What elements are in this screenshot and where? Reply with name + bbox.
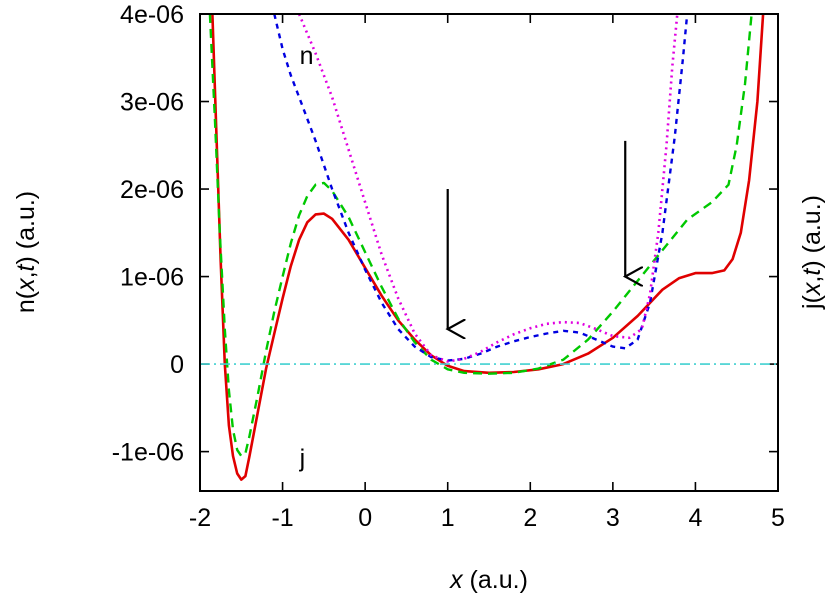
x-tick-label: 5 bbox=[771, 504, 785, 532]
y-left-var1: x bbox=[12, 277, 40, 292]
y-axis-title-right: j(x,t) (a.u.) bbox=[798, 195, 826, 310]
y-left-post: ) (a.u.) bbox=[12, 191, 40, 265]
y-right-sep: , bbox=[798, 276, 826, 283]
annotation-n: n bbox=[300, 42, 314, 70]
x-axis-title: x (a.u.) bbox=[449, 566, 528, 594]
arrow-group bbox=[448, 140, 626, 329]
y-tick-label: 4e-06 bbox=[120, 1, 184, 29]
annotation-group: nj bbox=[299, 42, 314, 473]
series-line-2 bbox=[208, 14, 753, 458]
y-tick-label: 2e-06 bbox=[120, 176, 184, 204]
x-axis-var: x bbox=[449, 566, 464, 594]
y-right-var2: t bbox=[798, 268, 826, 276]
x-tick-label: -1 bbox=[271, 504, 293, 532]
x-tick-label: 2 bbox=[523, 504, 537, 532]
y-axis-title-left: n(x,t) (a.u.) bbox=[12, 191, 40, 313]
tick-label-group: -2 -1 0 1 2 3 4 5 -1e-06 0 1e-06 2e-06 3e-06 4e-06 bbox=[112, 1, 785, 532]
x-tick-label: 0 bbox=[358, 504, 372, 532]
y-left-sep: , bbox=[12, 271, 40, 278]
y-right-var1: x bbox=[798, 281, 826, 296]
x-axis-unit: (a.u.) bbox=[463, 566, 528, 594]
x-tick-label: -2 bbox=[189, 504, 211, 532]
x-tick-label: 1 bbox=[441, 504, 455, 532]
x-tick-label: 3 bbox=[606, 504, 620, 532]
series-group bbox=[200, 14, 778, 481]
series-line-1 bbox=[211, 14, 765, 481]
y-left-pre: n( bbox=[12, 290, 40, 313]
y-left-var2: t bbox=[12, 263, 40, 271]
series-line-3 bbox=[273, 14, 689, 362]
y-right-pre: j( bbox=[798, 294, 826, 310]
y-tick-label: 0 bbox=[170, 351, 184, 379]
y-tick-label: 1e-06 bbox=[120, 264, 184, 292]
y-right-post: ) (a.u.) bbox=[798, 195, 826, 269]
x-tick-label: 4 bbox=[688, 504, 702, 532]
plot-frame bbox=[199, 13, 779, 492]
series-line-4 bbox=[297, 14, 679, 363]
axis-ticks bbox=[199, 13, 779, 491]
annotation-j: j bbox=[299, 444, 306, 472]
y-tick-label: 3e-06 bbox=[120, 89, 184, 117]
y-tick-label: -1e-06 bbox=[112, 439, 184, 467]
